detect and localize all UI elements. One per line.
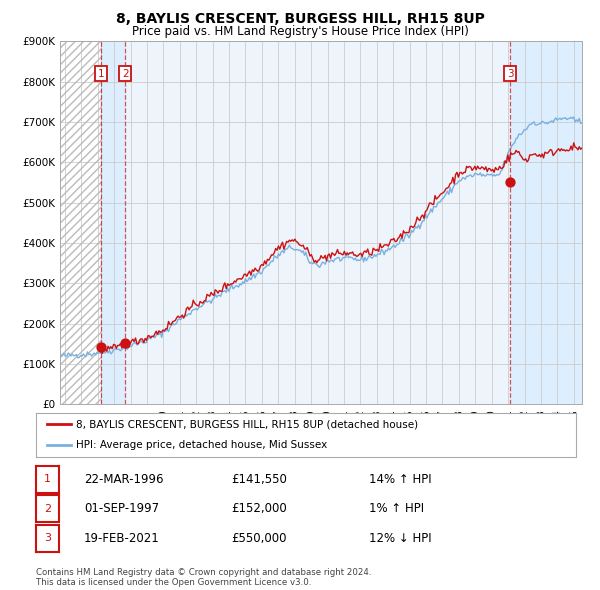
Text: 1% ↑ HPI: 1% ↑ HPI <box>369 502 424 515</box>
Text: 8, BAYLIS CRESCENT, BURGESS HILL, RH15 8UP (detached house): 8, BAYLIS CRESCENT, BURGESS HILL, RH15 8… <box>77 419 419 429</box>
Text: £141,550: £141,550 <box>231 473 287 486</box>
Text: 12% ↓ HPI: 12% ↓ HPI <box>369 532 431 545</box>
Text: £152,000: £152,000 <box>231 502 287 515</box>
Text: Contains HM Land Registry data © Crown copyright and database right 2024.
This d: Contains HM Land Registry data © Crown c… <box>36 568 371 587</box>
Text: 2: 2 <box>122 68 128 78</box>
Text: Price paid vs. HM Land Registry's House Price Index (HPI): Price paid vs. HM Land Registry's House … <box>131 25 469 38</box>
Text: 01-SEP-1997: 01-SEP-1997 <box>84 502 159 515</box>
Text: 14% ↑ HPI: 14% ↑ HPI <box>369 473 431 486</box>
Point <box>97 342 106 352</box>
Point <box>121 338 130 348</box>
Text: 1: 1 <box>44 474 51 484</box>
Text: 22-MAR-1996: 22-MAR-1996 <box>84 473 163 486</box>
Bar <box>60 41 101 404</box>
Bar <box>510 41 582 404</box>
Point <box>505 178 515 187</box>
Text: 3: 3 <box>44 533 51 543</box>
Bar <box>60 41 101 404</box>
Text: 1: 1 <box>98 68 104 78</box>
Text: 19-FEB-2021: 19-FEB-2021 <box>84 532 160 545</box>
Bar <box>101 41 125 404</box>
Text: 3: 3 <box>507 68 514 78</box>
Text: HPI: Average price, detached house, Mid Sussex: HPI: Average price, detached house, Mid … <box>77 440 328 450</box>
Text: £550,000: £550,000 <box>231 532 287 545</box>
Text: 2: 2 <box>44 504 51 513</box>
Text: 8, BAYLIS CRESCENT, BURGESS HILL, RH15 8UP: 8, BAYLIS CRESCENT, BURGESS HILL, RH15 8… <box>116 12 484 26</box>
